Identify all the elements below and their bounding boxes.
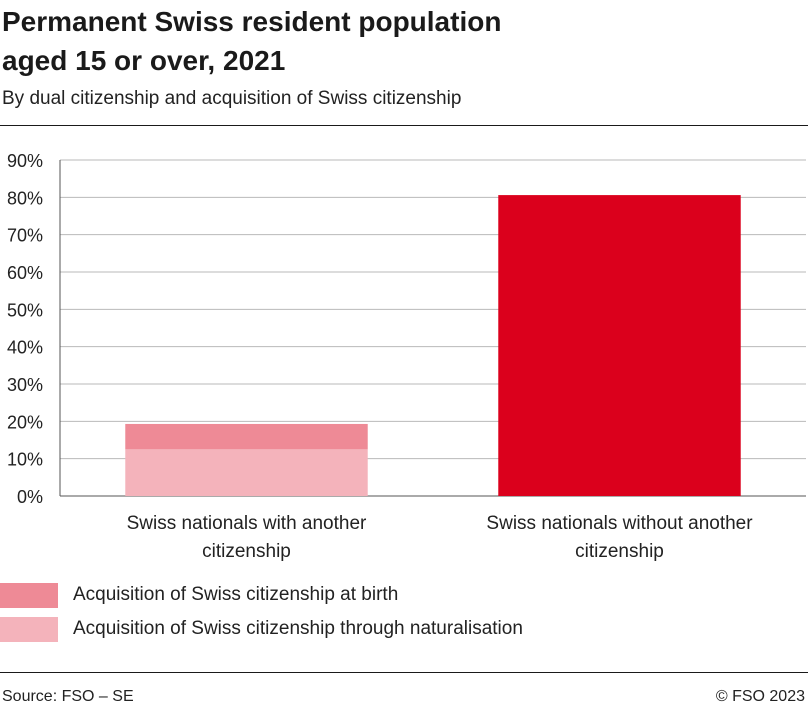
bar-segment — [125, 423, 368, 450]
copyright-note: © FSO 2023 — [715, 688, 805, 705]
y-tick-label: 60% — [7, 263, 43, 283]
y-tick-label: 80% — [7, 188, 43, 208]
top-divider — [0, 125, 808, 126]
legend-label-naturalisation: Acquisition of Swiss citizenship through… — [73, 618, 523, 639]
legend-swatch-naturalisation — [0, 617, 58, 642]
y-tick-label: 10% — [7, 450, 43, 470]
y-tick-label: 70% — [7, 226, 43, 246]
y-tick-label: 40% — [7, 338, 43, 358]
y-tick-label: 20% — [7, 412, 43, 432]
y-tick-label: 0% — [17, 487, 43, 507]
legend-swatch-birth — [0, 583, 58, 608]
source-note: Source: FSO – SE — [2, 688, 134, 705]
chart-subtitle: By dual citizenship and acquisition of S… — [2, 88, 462, 109]
y-tick-label: 30% — [7, 375, 43, 395]
chart-title-line-2: aged 15 or over, 2021 — [2, 45, 286, 76]
chart-title: Permanent Swiss resident population aged… — [2, 2, 792, 80]
bar-chart: 0% 10% 20% 30% 40% 50% 60% 70% 80% 90% Swiss natio… — [7, 151, 806, 562]
x-category-label: citizenship — [575, 541, 664, 562]
bar-segment — [125, 449, 368, 496]
x-category-label: Swiss nationals without another — [486, 513, 753, 534]
bottom-divider — [0, 672, 808, 673]
y-tick-label: 90% — [7, 151, 43, 171]
x-category-label: citizenship — [202, 541, 291, 562]
x-category-label: Swiss nationals with another — [127, 513, 367, 534]
y-tick-label: 50% — [7, 300, 43, 320]
chart-title-line-1: Permanent Swiss resident population — [2, 6, 502, 37]
bar-segment — [498, 195, 741, 497]
legend-label-birth: Acquisition of Swiss citizenship at birt… — [73, 584, 399, 605]
